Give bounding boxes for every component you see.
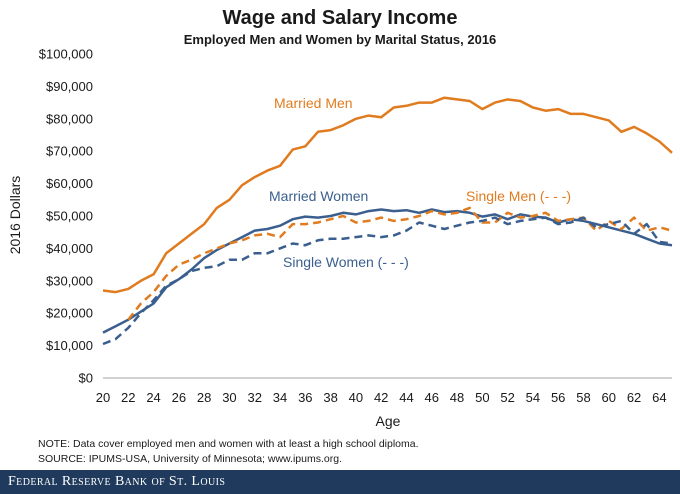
chart-source: SOURCE: IPUMS-USA, University of Minneso… [38, 453, 342, 465]
label-married-men: Married Men [274, 95, 353, 111]
label-single-women: Single Women (- - -) [283, 254, 409, 270]
x-tick-label: 54 [526, 390, 540, 405]
x-tick-label: 52 [500, 390, 514, 405]
x-tick-label: 56 [551, 390, 565, 405]
x-tick-label: 32 [247, 390, 261, 405]
footer-bank-name: Federal Reserve Bank of St. Louis [8, 474, 226, 489]
series-lines [102, 96, 673, 346]
x-tick-label: 38 [323, 390, 337, 405]
x-tick-label: 36 [298, 390, 312, 405]
y-tick-label: $40,000 [46, 241, 93, 256]
x-tick-label: 60 [602, 390, 616, 405]
y-tick-label: $50,000 [46, 209, 93, 224]
x-tick-label: 42 [374, 390, 388, 405]
x-tick-label: 22 [121, 390, 135, 405]
x-tick-label: 26 [172, 390, 186, 405]
x-tick-label: 50 [475, 390, 489, 405]
x-tick-label: 24 [146, 390, 160, 405]
y-tick-label: $80,000 [46, 111, 93, 126]
x-tick-label: 46 [425, 390, 439, 405]
chart-note: NOTE: Data cover employed men and women … [38, 438, 419, 450]
wage-chart: Wage and Salary Income Employed Men and … [7, 7, 673, 465]
x-tick-label: 34 [273, 390, 287, 405]
label-single-men: Single Men (- - -) [466, 188, 571, 204]
y-tick-label: $10,000 [46, 338, 93, 353]
x-tick-label: 44 [399, 390, 413, 405]
x-tick-label: 20 [96, 390, 110, 405]
y-tick-label: $90,000 [46, 79, 93, 94]
x-tick-label: 30 [222, 390, 236, 405]
y-axis-ticks: $0 $10,000 $20,000 $30,000 $40,000 $50,000 $60… [39, 47, 93, 386]
x-tick-label: 28 [197, 390, 211, 405]
y-tick-label: $20,000 [46, 306, 93, 321]
series-line-single-women [102, 216, 673, 346]
series-line-married-men [102, 96, 673, 294]
y-tick-label: $70,000 [46, 144, 93, 159]
x-tick-label: 40 [349, 390, 363, 405]
label-married-women: Married Women [269, 188, 368, 204]
y-tick-label: $0 [79, 371, 93, 386]
x-tick-label: 48 [450, 390, 464, 405]
y-tick-label: $100,000 [39, 47, 93, 62]
y-axis-title: 2016 Dollars [7, 176, 23, 255]
footer-bar: Federal Reserve Bank of St. Louis [0, 470, 680, 494]
y-tick-label: $60,000 [46, 176, 93, 191]
x-tick-label: 62 [627, 390, 641, 405]
chart-title: Wage and Salary Income [223, 7, 458, 29]
x-tick-label: 58 [576, 390, 590, 405]
x-axis-ticks: 20 22 24 26 28 30 32 34 36 38 40 42 44 46 48 50 52 54 56 58… [96, 390, 667, 405]
x-axis-title: Age [376, 413, 401, 429]
x-tick-label: 64 [652, 390, 666, 405]
chart-subtitle: Employed Men and Women by Marital Status… [184, 32, 497, 47]
series-line-married-women [102, 208, 673, 334]
y-tick-label: $30,000 [46, 273, 93, 288]
